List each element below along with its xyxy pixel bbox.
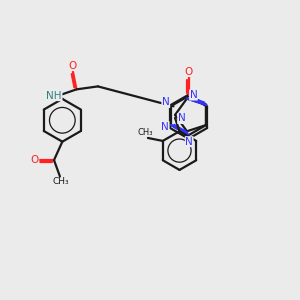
Text: N: N xyxy=(185,137,193,147)
Text: N: N xyxy=(161,122,169,131)
Text: CH₃: CH₃ xyxy=(137,128,153,137)
Text: CH₃: CH₃ xyxy=(52,177,69,186)
Text: NH: NH xyxy=(46,91,62,100)
Text: N: N xyxy=(190,90,197,100)
Text: N: N xyxy=(178,113,185,124)
Text: O: O xyxy=(184,67,193,76)
Text: N: N xyxy=(162,98,170,107)
Text: O: O xyxy=(31,155,39,165)
Text: O: O xyxy=(69,61,77,70)
